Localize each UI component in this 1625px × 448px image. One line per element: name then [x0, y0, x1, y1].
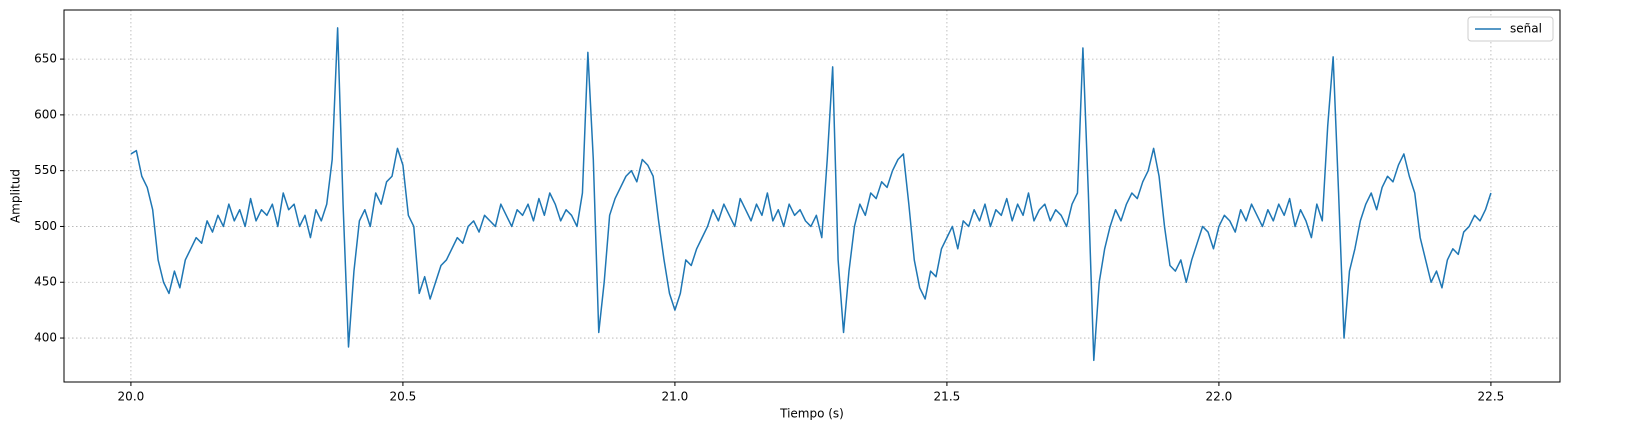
y-tick-label: 450: [34, 275, 57, 289]
legend-box: [1467, 16, 1554, 42]
y-tick-label: 550: [34, 163, 57, 177]
y-tick-label: 600: [34, 107, 57, 121]
signal-line: [130, 27, 1492, 362]
x-tick-label: 22.0: [1206, 390, 1233, 404]
x-axis-label: Tiempo (s): [779, 407, 844, 421]
plot-frame: [63, 9, 1561, 383]
y-axis-label: Amplitud: [9, 169, 23, 223]
x-tick-label: 20.5: [390, 390, 417, 404]
x-tick-label: 21.5: [934, 390, 961, 404]
y-tick-label: 500: [34, 219, 57, 233]
y-tick-label: 650: [34, 52, 57, 66]
x-tick-label: 20.0: [118, 390, 145, 404]
legend-label: señal: [1510, 22, 1542, 36]
y-tick-label: 400: [34, 331, 57, 345]
x-tick-label: 22.5: [1478, 390, 1505, 404]
x-tick-label: 21.0: [662, 390, 689, 404]
